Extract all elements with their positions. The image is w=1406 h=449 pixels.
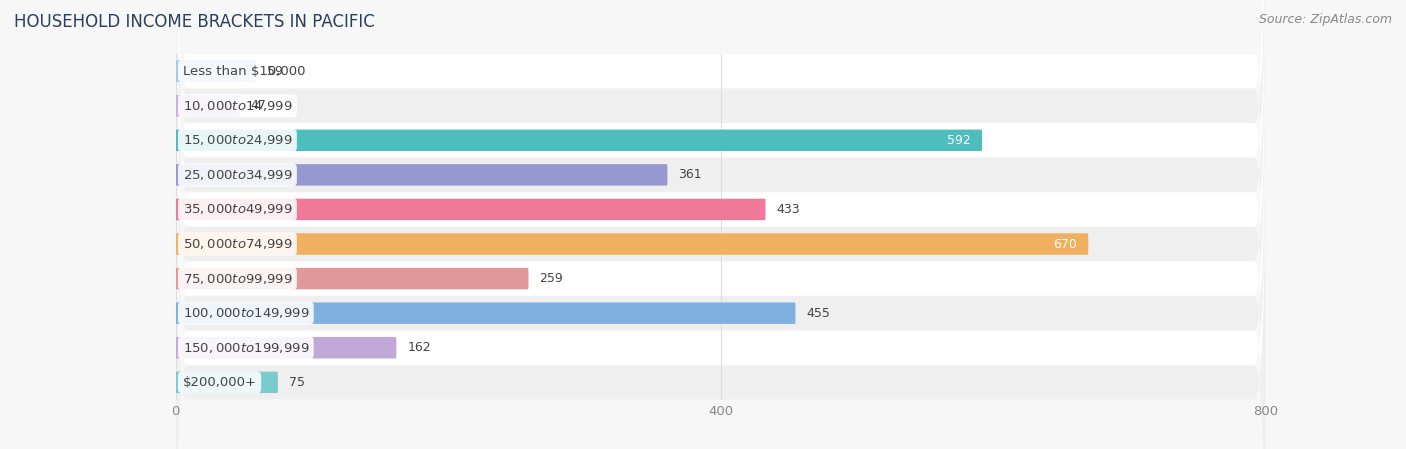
FancyBboxPatch shape (176, 164, 668, 185)
Text: 259: 259 (540, 272, 564, 285)
Text: $10,000 to $14,999: $10,000 to $14,999 (183, 99, 292, 113)
FancyBboxPatch shape (176, 0, 1265, 365)
FancyBboxPatch shape (176, 0, 1265, 331)
Text: 455: 455 (807, 307, 831, 320)
FancyBboxPatch shape (176, 233, 1088, 255)
FancyBboxPatch shape (176, 0, 1265, 435)
Text: $75,000 to $99,999: $75,000 to $99,999 (183, 272, 292, 286)
Text: $25,000 to $34,999: $25,000 to $34,999 (183, 168, 292, 182)
Text: Source: ZipAtlas.com: Source: ZipAtlas.com (1258, 13, 1392, 26)
FancyBboxPatch shape (176, 0, 1265, 449)
Text: 162: 162 (408, 341, 430, 354)
Text: $50,000 to $74,999: $50,000 to $74,999 (183, 237, 292, 251)
Text: 670: 670 (1053, 238, 1077, 251)
FancyBboxPatch shape (176, 372, 278, 393)
FancyBboxPatch shape (176, 53, 1265, 449)
FancyBboxPatch shape (176, 199, 765, 220)
Text: 59: 59 (267, 65, 283, 78)
Text: HOUSEHOLD INCOME BRACKETS IN PACIFIC: HOUSEHOLD INCOME BRACKETS IN PACIFIC (14, 13, 375, 31)
Text: $15,000 to $24,999: $15,000 to $24,999 (183, 133, 292, 147)
Text: 75: 75 (288, 376, 305, 389)
FancyBboxPatch shape (176, 88, 1265, 449)
FancyBboxPatch shape (176, 95, 240, 116)
FancyBboxPatch shape (176, 337, 396, 358)
FancyBboxPatch shape (176, 19, 1265, 449)
FancyBboxPatch shape (176, 61, 256, 82)
Text: $35,000 to $49,999: $35,000 to $49,999 (183, 202, 292, 216)
Text: 433: 433 (776, 203, 800, 216)
FancyBboxPatch shape (176, 130, 983, 151)
Text: 592: 592 (948, 134, 972, 147)
FancyBboxPatch shape (176, 0, 1265, 400)
FancyBboxPatch shape (176, 0, 1265, 449)
FancyBboxPatch shape (176, 303, 796, 324)
Text: $150,000 to $199,999: $150,000 to $199,999 (183, 341, 309, 355)
Text: 361: 361 (678, 168, 702, 181)
Text: $200,000+: $200,000+ (183, 376, 256, 389)
FancyBboxPatch shape (176, 268, 529, 289)
FancyBboxPatch shape (176, 123, 1265, 449)
Text: Less than $10,000: Less than $10,000 (183, 65, 305, 78)
Text: 47: 47 (250, 99, 267, 112)
Text: $100,000 to $149,999: $100,000 to $149,999 (183, 306, 309, 320)
